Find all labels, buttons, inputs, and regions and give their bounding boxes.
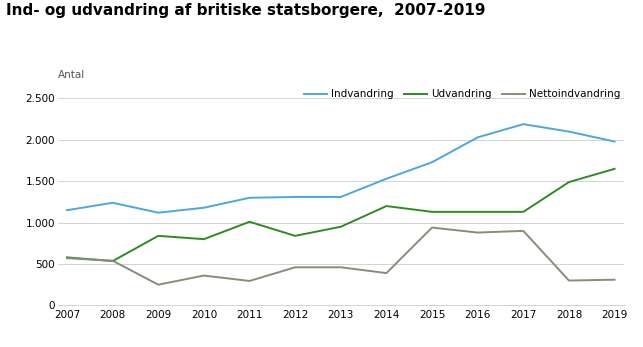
Text: Antal: Antal bbox=[58, 70, 85, 80]
Text: Ind- og udvandring af britiske statsborgere,  2007-2019: Ind- og udvandring af britiske statsborg… bbox=[6, 3, 486, 18]
Legend: Indvandring, Udvandring, Nettoindvandring: Indvandring, Udvandring, Nettoindvandrin… bbox=[300, 85, 625, 103]
